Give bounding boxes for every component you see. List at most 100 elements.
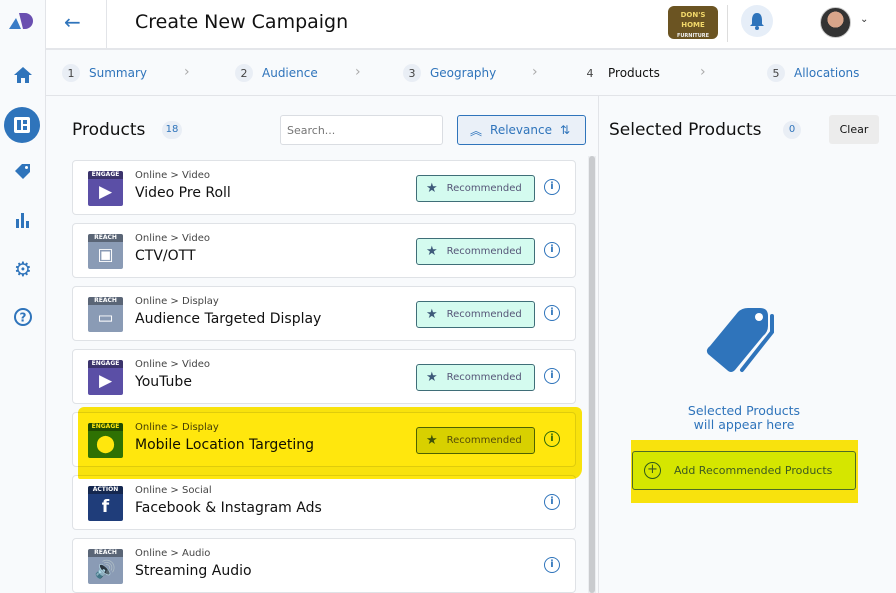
step-number: 4 xyxy=(586,66,594,80)
chevron-right-icon: › xyxy=(700,64,706,80)
info-icon[interactable]: i xyxy=(544,242,560,258)
recommended-label: Recommended xyxy=(446,183,522,194)
star-icon: ★ xyxy=(426,370,438,385)
step-audience[interactable]: 2 Audience xyxy=(235,50,318,96)
bar-chart-icon xyxy=(16,213,29,228)
recommended-badge: ★ Recommended xyxy=(416,175,535,202)
info-icon[interactable]: i xyxy=(544,494,560,510)
products-count-badge: 18 xyxy=(162,121,182,139)
step-label: Geography xyxy=(430,66,497,80)
step-summary[interactable]: 1 Summary xyxy=(62,50,147,96)
info-icon[interactable]: i xyxy=(544,368,560,384)
recommended-label: Recommended xyxy=(446,246,522,257)
chevron-right-icon: › xyxy=(184,64,190,80)
product-card[interactable]: REACH ▣ Online > Video CTV/OTT ★ Recommend… xyxy=(72,223,576,278)
tier-label: REACH xyxy=(88,549,123,557)
product-thumbnail: REACH ▭ xyxy=(88,297,123,332)
recommended-badge: ★ Recommended xyxy=(416,364,535,391)
product-name: CTV/OTT xyxy=(135,248,196,264)
step-label: Summary xyxy=(89,66,147,80)
product-card[interactable]: ACTION f Online > Social Facebook & Insta… xyxy=(72,475,576,530)
sidebar: ⚙ ? xyxy=(0,0,46,593)
notifications-button[interactable] xyxy=(741,5,773,37)
star-icon: ★ xyxy=(426,307,438,322)
bell-icon xyxy=(750,13,764,30)
sort-label: Relevance xyxy=(490,123,552,137)
add-recommended-label: Add Recommended Products xyxy=(674,464,833,477)
info-icon[interactable]: i xyxy=(544,179,560,195)
product-category: Online > Video xyxy=(135,170,211,181)
app-logo xyxy=(9,12,35,30)
product-card[interactable]: REACH ▭ Online > Display Audience Targete… xyxy=(72,286,576,341)
step-allocations[interactable]: 5 Allocations xyxy=(767,50,859,96)
product-name: Video Pre Roll xyxy=(135,185,231,201)
product-thumbnail: ACTION f xyxy=(88,486,123,521)
step-geography[interactable]: 3 Geography xyxy=(403,50,496,96)
home-icon xyxy=(14,67,32,83)
avatar[interactable] xyxy=(820,7,851,38)
double-chevron-up-icon: ︽ xyxy=(470,123,483,138)
product-category: Online > Video xyxy=(135,233,211,244)
product-category: Online > Audio xyxy=(135,548,211,559)
tier-label: ENGAGE xyxy=(88,360,123,368)
tag-icon xyxy=(15,164,30,179)
product-thumbnail: ENGAGE ▶ xyxy=(88,171,123,206)
sort-relevance-button[interactable]: ︽ Relevance ⇅ xyxy=(457,115,586,145)
recommended-label: Recommended xyxy=(446,372,522,383)
step-number: 3 xyxy=(403,64,421,82)
product-name: YouTube xyxy=(135,374,192,390)
chevron-right-icon: › xyxy=(355,64,361,80)
step-label: Audience xyxy=(262,66,318,80)
tier-label: ACTION xyxy=(88,486,123,494)
arrow-left-icon: ← xyxy=(64,10,81,34)
tag-icon xyxy=(706,308,774,372)
product-card[interactable]: REACH 🔊 Online > Audio Streaming Audio i xyxy=(72,538,576,593)
gear-icon: ⚙ xyxy=(14,257,32,281)
scrollbar[interactable] xyxy=(588,156,596,593)
step-number: 2 xyxy=(235,64,253,82)
selected-count-badge: 0 xyxy=(783,121,801,139)
step-number: 1 xyxy=(62,64,80,82)
sidebar-item-dashboard[interactable] xyxy=(4,107,40,143)
product-card[interactable]: ENGAGE ▶ Online > Video Video Pre Roll ★ R… xyxy=(72,160,576,215)
add-recommended-products-button[interactable]: + Add Recommended Products xyxy=(632,451,856,490)
back-button[interactable]: ← xyxy=(64,10,81,34)
sidebar-item-settings[interactable]: ⚙ xyxy=(8,254,38,284)
products-title: Products xyxy=(72,120,146,140)
empty-state-line: will appear here xyxy=(693,417,795,432)
search-input[interactable] xyxy=(280,115,443,145)
svg-text:?: ? xyxy=(20,311,27,325)
step-label: Products xyxy=(608,66,660,80)
tier-label: REACH xyxy=(88,297,123,305)
step-number: 5 xyxy=(767,64,785,82)
product-category: Online > Social xyxy=(135,485,212,496)
sidebar-item-products[interactable] xyxy=(8,157,38,187)
sidebar-item-help[interactable]: ? xyxy=(8,302,38,332)
sidebar-item-home[interactable] xyxy=(8,60,38,90)
recommended-badge: ★ Recommended xyxy=(416,301,535,328)
header: ← Create New Campaign DON'S HOME FURNITURE… xyxy=(46,0,896,50)
info-icon[interactable]: i xyxy=(544,305,560,321)
step-label: Allocations xyxy=(794,66,860,80)
product-thumbnail: ENGAGE ▶ xyxy=(88,360,123,395)
recommended-badge: ★ Recommended xyxy=(416,238,535,265)
help-icon: ? xyxy=(14,308,32,326)
product-name: Streaming Audio xyxy=(135,563,252,579)
empty-state-text: Selected Products will appear here xyxy=(640,404,848,432)
page-title: Create New Campaign xyxy=(135,11,349,33)
brand-logo: DON'S HOME FURNITURE xyxy=(668,6,718,39)
sidebar-item-reports[interactable] xyxy=(8,205,38,235)
info-icon[interactable]: i xyxy=(544,557,560,573)
tier-label: REACH xyxy=(88,234,123,242)
product-thumbnail: REACH ▣ xyxy=(88,234,123,269)
star-icon: ★ xyxy=(426,244,438,259)
product-category: Online > Display xyxy=(135,296,219,307)
selected-products-title: Selected Products xyxy=(609,120,762,140)
chevron-down-icon[interactable]: ⌄ xyxy=(860,14,869,25)
clear-button[interactable]: Clear xyxy=(829,115,879,144)
product-card[interactable]: ENGAGE ▶ Online > Video YouTube ★ Recommen… xyxy=(72,349,576,404)
dashboard-icon xyxy=(14,117,30,133)
sort-arrows-icon: ⇅ xyxy=(559,123,571,137)
step-products[interactable]: 4 Products xyxy=(581,50,660,96)
empty-state-line: Selected Products xyxy=(687,403,801,418)
